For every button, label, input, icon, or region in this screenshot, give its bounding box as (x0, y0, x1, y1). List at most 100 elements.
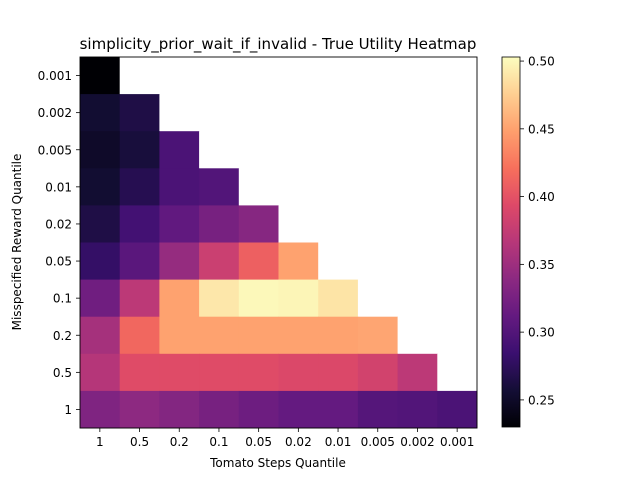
y-tick-label: 1 (64, 403, 72, 417)
heatmap-cell (397, 242, 438, 280)
heatmap-cell (159, 353, 200, 392)
heatmap-cell (159, 94, 200, 132)
heatmap-cell (159, 205, 200, 243)
heatmap-cell (318, 353, 359, 392)
heatmap-cell (318, 390, 359, 429)
heatmap-cell (437, 205, 478, 243)
heatmap-cell (397, 205, 438, 243)
heatmap-cell (80, 390, 121, 429)
chart-title: simplicity_prior_wait_if_invalid - True … (80, 35, 477, 54)
heatmap-cell (80, 94, 121, 132)
heatmap-cell (278, 205, 319, 243)
heatmap-cell (278, 94, 319, 132)
heatmap-cell (437, 390, 478, 429)
heatmap-cell (159, 57, 200, 95)
heatmap-cell (437, 242, 478, 280)
colorbar-tick-label: 0.30 (528, 326, 555, 340)
colorbar (501, 56, 521, 428)
y-axis-label: Misspecified Reward Quantile (10, 154, 24, 331)
heatmap-cell (318, 57, 359, 95)
plot-frame (79, 56, 478, 429)
heatmap-cell (397, 279, 438, 318)
heatmap-cell (357, 168, 398, 206)
heatmap-cell (119, 168, 160, 206)
heatmap-cell (159, 242, 200, 280)
heatmap-cell (278, 242, 319, 280)
x-tick-label: 0.01 (325, 435, 352, 449)
heatmap-cell (199, 242, 240, 280)
heatmap-cell (119, 316, 160, 355)
x-tick-label: 0.005 (361, 435, 395, 449)
heatmap-cell (318, 94, 359, 132)
heatmap-cell (437, 94, 478, 132)
heatmap-cell (238, 279, 279, 318)
x-tick-label: 0.5 (130, 435, 149, 449)
heatmap-cell (278, 390, 319, 429)
heatmap-cell (278, 353, 319, 392)
heatmap-cell (80, 131, 121, 169)
heatmap-cell (318, 168, 359, 206)
heatmap-cell (119, 131, 160, 169)
y-tick-label: 0.1 (53, 292, 72, 306)
x-tick-label: 0.2 (170, 435, 189, 449)
heatmap-cell (199, 205, 240, 243)
heatmap-cell (80, 353, 121, 392)
heatmap-cell (437, 57, 478, 95)
colorbar-tick-label: 0.40 (528, 190, 555, 204)
heatmap-cell (199, 316, 240, 355)
heatmap-cell (159, 279, 200, 318)
x-tick-label: 0.002 (400, 435, 434, 449)
y-tick-label: 0.2 (53, 329, 72, 343)
heatmap-cell (397, 168, 438, 206)
heatmap-cell (159, 168, 200, 206)
heatmap-cell (397, 316, 438, 355)
heatmap-cell (119, 57, 160, 95)
heatmap-cell (80, 316, 121, 355)
colorbar-tick-label: 0.35 (528, 258, 555, 272)
y-tick-label: 0.5 (53, 366, 72, 380)
x-axis-label: Tomato Steps Quantile (209, 456, 346, 470)
heatmap-cell (397, 57, 438, 95)
y-tick-label: 0.02 (45, 217, 72, 231)
heatmap-cell (119, 242, 160, 280)
heatmap-cell (357, 353, 398, 392)
heatmap-cell (357, 390, 398, 429)
heatmap-cell (278, 168, 319, 206)
heatmap-cell (318, 205, 359, 243)
heatmap-cell (357, 316, 398, 355)
x-tick-label: 1 (96, 435, 104, 449)
colorbar-tick-label: 0.50 (528, 55, 555, 69)
x-axis-ticks: 1 0.5 0.2 0.1 0.05 0.02 0.01 0.005 0.002 0.001 (96, 428, 474, 449)
y-tick-label: 0.005 (38, 143, 72, 157)
heatmap-cell (159, 316, 200, 355)
heatmap-cell (437, 316, 478, 355)
heatmap-cell (80, 242, 121, 280)
heatmap-cell (397, 353, 438, 392)
heatmap-cell (278, 316, 319, 355)
heatmap-cell (397, 94, 438, 132)
heatmap-cell (397, 390, 438, 429)
y-tick-label: 0.05 (45, 255, 72, 269)
heatmap-cell (278, 131, 319, 169)
y-tick-label: 0.002 (38, 106, 72, 120)
x-tick-label: 0.05 (245, 435, 272, 449)
heatmap-cell (199, 353, 240, 392)
heatmap-cell (199, 279, 240, 318)
heatmap-cell (238, 316, 279, 355)
heatmap-cell (238, 205, 279, 243)
heatmap-cell (357, 205, 398, 243)
heatmap-cell (159, 131, 200, 169)
heatmap-cell (437, 353, 478, 392)
heatmap-cell (278, 279, 319, 318)
heatmap-cell (119, 279, 160, 318)
heatmap-cell (318, 316, 359, 355)
heatmap-cell (80, 205, 121, 243)
heatmap-cell (199, 390, 240, 429)
heatmap-cell (357, 279, 398, 318)
heatmap-cell (119, 94, 160, 132)
heatmap-cell (318, 242, 359, 280)
heatmap-cell (357, 242, 398, 280)
heatmap-cell (437, 279, 478, 318)
heatmap-cell (238, 353, 279, 392)
